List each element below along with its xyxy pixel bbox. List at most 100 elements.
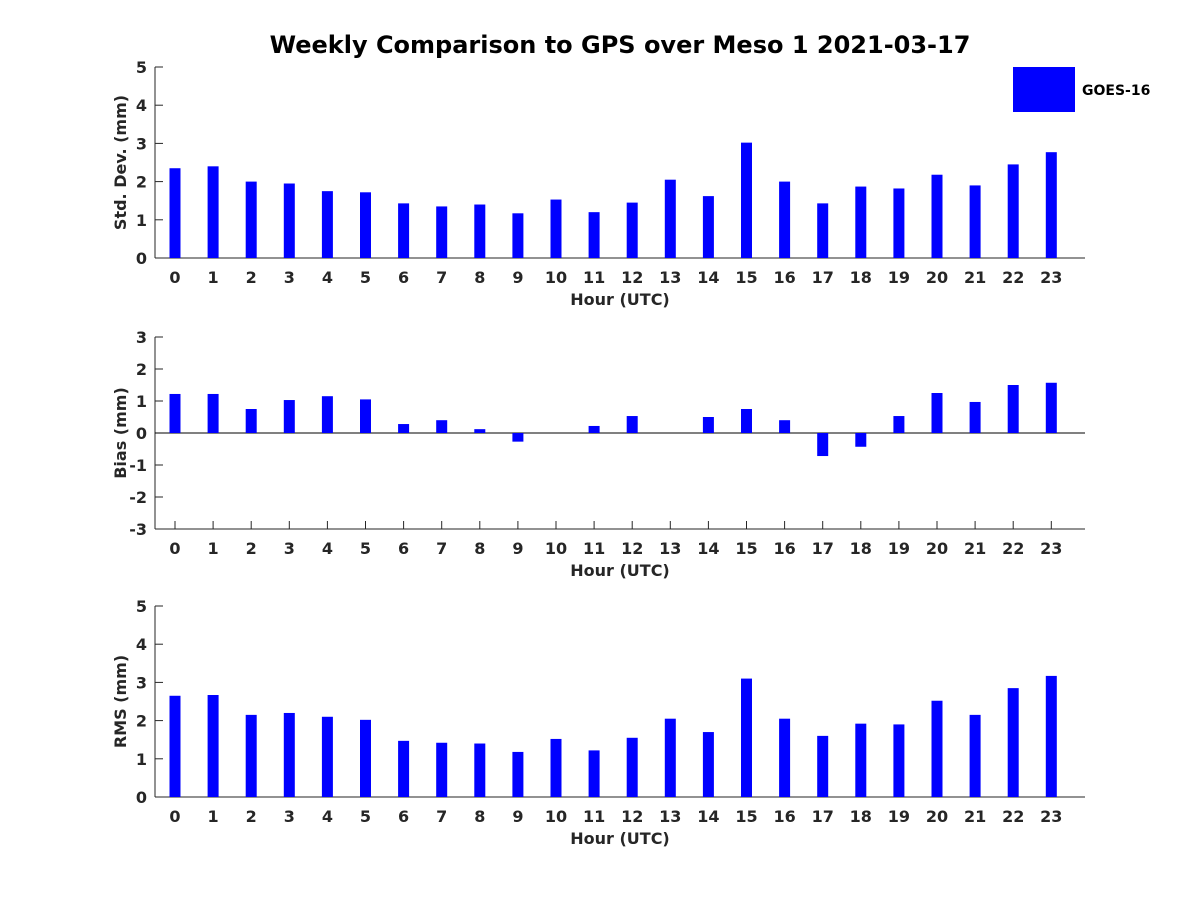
x-tick-label: 15 xyxy=(735,807,757,826)
x-tick-label: 12 xyxy=(621,539,643,558)
bar-hour-2 xyxy=(245,714,257,797)
bar-hour-5 xyxy=(360,719,371,797)
bar-hour-2 xyxy=(245,409,257,433)
y-tick-label: 5 xyxy=(136,58,147,77)
y-tick-label: 1 xyxy=(136,750,147,769)
x-tick-label: 5 xyxy=(360,539,371,558)
x-tick-label: 17 xyxy=(812,807,834,826)
bar-hour-23 xyxy=(1045,675,1057,797)
x-tick-label: 7 xyxy=(436,268,447,287)
y-tick-label: 0 xyxy=(136,249,147,268)
x-tick-label: 19 xyxy=(888,539,910,558)
bar-hour-21 xyxy=(969,401,981,433)
x-tick-label: 4 xyxy=(322,539,333,558)
y-tick-label: 0 xyxy=(136,424,147,443)
bar-hour-6 xyxy=(398,424,410,433)
x-tick-label: 5 xyxy=(360,807,371,826)
x-tick-label: 19 xyxy=(888,807,910,826)
bar-hour-22 xyxy=(1007,688,1019,797)
y-tick-label: 2 xyxy=(136,173,147,192)
bar-hour-16 xyxy=(779,718,791,797)
bar-hour-7 xyxy=(436,420,448,433)
x-tick-label: 14 xyxy=(697,539,719,558)
y-tick-label: 3 xyxy=(136,328,147,347)
x-tick-label: 6 xyxy=(398,539,409,558)
bar-hour-11 xyxy=(588,750,600,797)
x-tick-label: 9 xyxy=(512,539,523,558)
bar-hour-19 xyxy=(893,188,905,258)
x-tick-label: 6 xyxy=(398,807,409,826)
y-tick-label: 0 xyxy=(136,788,147,807)
x-tick-label: 8 xyxy=(474,807,485,826)
bar-hour-17 xyxy=(817,433,829,457)
bar-hour-13 xyxy=(664,718,676,797)
bar-hour-19 xyxy=(893,416,905,433)
y-tick-label: 4 xyxy=(136,635,147,654)
x-tick-label: 2 xyxy=(246,807,257,826)
bar-hour-11 xyxy=(588,212,600,258)
x-tick-label: 18 xyxy=(850,539,872,558)
bar-hour-4 xyxy=(321,396,333,433)
x-tick-label: 3 xyxy=(284,268,295,287)
y-axis-label: RMS (mm) xyxy=(111,655,130,748)
y-tick-label: -3 xyxy=(129,520,147,539)
y-tick-label: 3 xyxy=(136,134,147,153)
x-tick-label: 11 xyxy=(583,807,605,826)
x-tick-label: 15 xyxy=(735,268,757,287)
x-tick-label: 20 xyxy=(926,807,948,826)
bar-hour-7 xyxy=(436,742,448,797)
bar-hour-22 xyxy=(1007,164,1019,258)
x-tick-label: 3 xyxy=(284,539,295,558)
bar-hour-18 xyxy=(855,433,867,447)
x-tick-label: 14 xyxy=(697,268,719,287)
x-axis-label: Hour (UTC) xyxy=(570,290,670,309)
x-tick-label: 2 xyxy=(246,268,257,287)
x-tick-label: 21 xyxy=(964,268,986,287)
x-tick-label: 22 xyxy=(1002,539,1024,558)
x-tick-label: 12 xyxy=(621,268,643,287)
x-tick-label: 12 xyxy=(621,807,643,826)
bar-hour-8 xyxy=(474,204,486,258)
bar-hour-4 xyxy=(321,716,333,797)
x-tick-label: 7 xyxy=(436,539,447,558)
bar-hour-8 xyxy=(474,429,486,433)
bar-hour-7 xyxy=(436,206,448,258)
bar-hour-15 xyxy=(741,409,752,433)
bar-hour-18 xyxy=(855,186,867,258)
x-tick-label: 16 xyxy=(773,807,795,826)
bar-hour-9 xyxy=(512,433,524,442)
y-tick-label: -1 xyxy=(129,456,147,475)
bar-hour-16 xyxy=(779,420,791,433)
x-tick-label: 13 xyxy=(659,807,681,826)
x-tick-label: 7 xyxy=(436,807,447,826)
bar-hour-20 xyxy=(931,174,943,258)
x-tick-label: 0 xyxy=(169,539,180,558)
x-tick-label: 20 xyxy=(926,539,948,558)
x-tick-label: 0 xyxy=(169,807,180,826)
bar-hour-3 xyxy=(283,400,295,433)
bar-hour-23 xyxy=(1045,152,1057,258)
x-tick-label: 20 xyxy=(926,268,948,287)
x-tick-label: 23 xyxy=(1040,268,1062,287)
x-tick-label: 22 xyxy=(1002,268,1024,287)
bar-hour-6 xyxy=(398,740,410,797)
bar-hour-16 xyxy=(779,181,791,258)
bar-hour-11 xyxy=(588,425,600,433)
x-tick-label: 10 xyxy=(545,807,567,826)
x-tick-label: 16 xyxy=(773,539,795,558)
bar-hour-21 xyxy=(969,714,981,797)
x-tick-label: 5 xyxy=(360,268,371,287)
x-tick-label: 9 xyxy=(512,807,523,826)
x-tick-label: 10 xyxy=(545,539,567,558)
bar-hour-3 xyxy=(283,183,295,258)
bar-hour-0 xyxy=(169,695,181,797)
x-tick-label: 17 xyxy=(812,539,834,558)
x-tick-label: 1 xyxy=(208,268,219,287)
y-tick-label: 3 xyxy=(136,673,147,692)
bar-hour-10 xyxy=(550,738,562,797)
x-tick-label: 19 xyxy=(888,268,910,287)
y-tick-label: 2 xyxy=(136,360,147,379)
bar-hour-15 xyxy=(741,142,752,258)
